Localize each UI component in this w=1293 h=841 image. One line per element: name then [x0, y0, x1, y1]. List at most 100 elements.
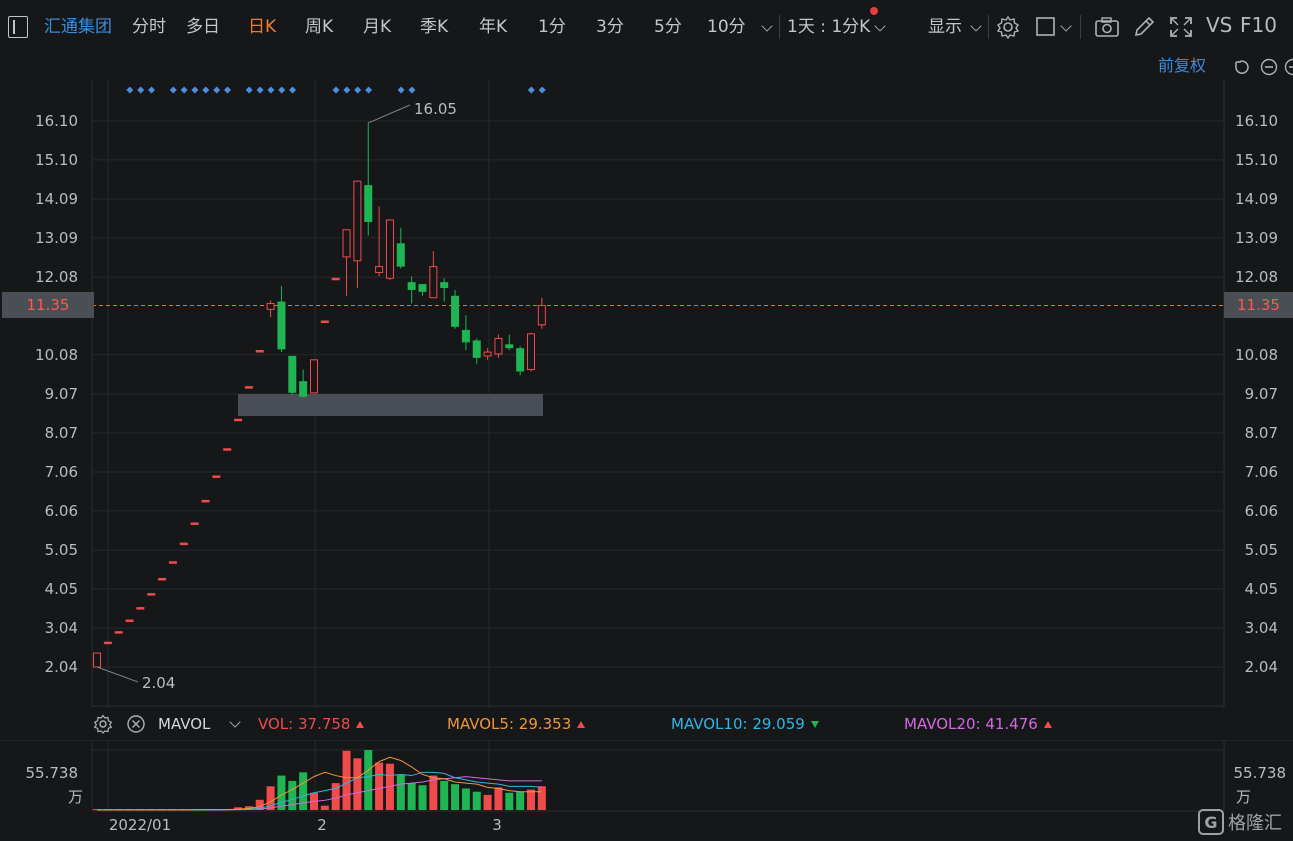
zoom-out-icon[interactable] [1260, 58, 1278, 76]
price-axis-label-left: 12.08 [35, 268, 78, 286]
display-menu[interactable]: 显示 [928, 17, 962, 37]
f10-button[interactable]: F10 [1240, 13, 1277, 37]
candle-body-down [396, 243, 405, 267]
signal-diamond-marker [408, 86, 416, 94]
sidebar-toggle-icon[interactable] [8, 16, 28, 38]
candle-body-down [299, 381, 308, 397]
period-tab-5min[interactable]: 5分 [654, 17, 682, 37]
period-tab-multiday[interactable]: 多日 [186, 17, 220, 37]
low-annotation-line [96, 666, 139, 683]
volume-bar-up [537, 786, 546, 810]
volume-bar-down [505, 792, 514, 810]
volume-bar-down [277, 775, 286, 810]
volume-max-label-right: 55.738 [1234, 764, 1287, 782]
up-arrow-icon [356, 721, 365, 728]
signal-diamond-marker [397, 86, 405, 94]
signal-diamond-marker [332, 86, 340, 94]
signal-diamond-marker [527, 86, 535, 94]
camera-icon[interactable] [1094, 15, 1120, 39]
indicator-settings-icon[interactable] [93, 714, 113, 734]
candle-body-down [418, 284, 427, 292]
signal-diamond-marker [126, 86, 134, 94]
candle-body-up [158, 577, 167, 581]
signal-diamond-marker [148, 86, 156, 94]
period-tab-monthly-k[interactable]: 月K [363, 17, 392, 37]
toolbar-divider [1080, 15, 1081, 39]
price-axis-label-left: 14.09 [35, 190, 78, 208]
volume-bar-down [396, 774, 405, 810]
compound-period-select[interactable]: 1天 : 1分K [787, 17, 871, 37]
candle-body-up [342, 229, 351, 258]
display-chevron-icon[interactable] [970, 20, 982, 32]
square-icon[interactable] [1035, 15, 1061, 39]
price-axis-label-left: 8.07 [45, 424, 78, 442]
candle-body-up [168, 561, 177, 564]
signal-diamond-marker [267, 86, 275, 94]
period-tab-1min[interactable]: 1分 [538, 17, 566, 37]
signal-diamond-marker [137, 86, 145, 94]
candle-body-down [364, 185, 373, 222]
period-tab-quarterly-k[interactable]: 季K [420, 17, 449, 37]
price-axis-label-right: 9.07 [1245, 385, 1278, 403]
candle-body-down [461, 329, 470, 343]
period-tab-daily-k[interactable]: 日K [248, 17, 277, 37]
volume-bar-up [527, 789, 535, 810]
signal-diamond-marker [191, 86, 199, 94]
price-axis-label-right: 5.05 [1245, 541, 1278, 559]
zoom-in-icon[interactable] [1284, 58, 1293, 76]
volume-chart[interactable]: 55.738 万 55.738 万 2022/01 2 3 [0, 740, 1293, 841]
price-axis-label-right: 15.10 [1235, 151, 1278, 169]
candle-body-up [93, 652, 101, 668]
high-price-label: 16.05 [414, 100, 457, 118]
price-axis-label-right: 12.08 [1235, 268, 1278, 286]
volume-bar-up [353, 758, 362, 810]
period-tab-intraday[interactable]: 分时 [132, 17, 166, 37]
indicator-close-icon[interactable] [126, 714, 146, 734]
signal-diamond-marker [224, 86, 231, 94]
candle-body-down [440, 282, 449, 288]
vs-compare-button[interactable]: VS [1206, 13, 1233, 37]
signal-diamond-marker [202, 86, 210, 94]
square-chevron-icon[interactable] [1060, 20, 1072, 32]
compound-chevron-icon[interactable] [874, 20, 886, 32]
volume-unit-label-left: 万 [68, 788, 83, 806]
price-axis-label-left: 2.04 [45, 658, 78, 676]
candle-body-up [179, 542, 188, 546]
fullscreen-icon[interactable] [1168, 15, 1194, 39]
stock-name[interactable]: 汇通集团 [44, 17, 112, 37]
candle-body-up [212, 475, 221, 478]
period-tab-weekly-k[interactable]: 周K [305, 17, 334, 37]
price-axis-label-right: 13.09 [1235, 229, 1278, 247]
period-tab-3min[interactable]: 3分 [596, 17, 624, 37]
date-axis-label: 3 [492, 816, 502, 834]
candle-body-up [136, 607, 145, 610]
notification-dot [870, 7, 878, 15]
indicator-bar: MAVOL VOL: 37.758 MAVOL5: 29.353 MAVOL10… [0, 708, 1293, 740]
signal-diamond-marker [365, 86, 373, 94]
price-axis-label-right: 8.07 [1245, 424, 1278, 442]
candle-body-up [147, 593, 156, 596]
candle-body-up [114, 631, 123, 634]
settings-icon[interactable] [995, 15, 1021, 39]
volume-bar-up [331, 783, 340, 810]
volume-max-label-left: 55.738 [26, 764, 79, 782]
period-tab-10min[interactable]: 10分 [707, 17, 746, 37]
volume-bar-down [288, 780, 297, 810]
candlestick-chart[interactable]: 16.10 16.10 15.10 15.10 14.09 14.09 13.09 13.09… [0, 80, 1293, 708]
price-axis-label-left: 4.05 [45, 580, 78, 598]
period-tab-yearly-k[interactable]: 年K [479, 17, 508, 37]
period-more-chevron-icon[interactable] [761, 20, 773, 32]
indicator-chevron-icon[interactable] [229, 716, 241, 728]
down-arrow-icon [810, 721, 819, 728]
price-axis-label-left: 13.09 [35, 229, 78, 247]
price-adjust-select[interactable]: 前复权 [1158, 56, 1207, 75]
indicator-name-select[interactable]: MAVOL [158, 715, 211, 733]
pen-icon[interactable] [1132, 15, 1158, 39]
volume-bar-down [461, 788, 470, 810]
candle-body-up [310, 359, 318, 394]
undo-icon[interactable] [1232, 58, 1250, 76]
toolbar-divider [779, 15, 780, 39]
candle-body-up [103, 641, 112, 645]
price-axis-label-left: 3.04 [45, 619, 78, 637]
candle-body-up [190, 522, 199, 525]
